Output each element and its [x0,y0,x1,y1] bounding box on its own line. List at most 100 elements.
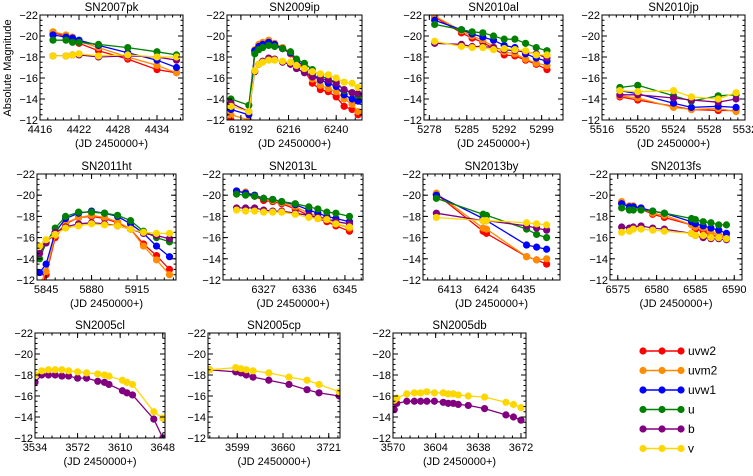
data-point-u [314,205,322,213]
data-point-v [691,231,700,240]
data-point-u [259,43,267,52]
legend-marker [639,347,647,355]
data-point-b [480,405,489,413]
data-point-v [251,67,259,75]
data-point-u [94,40,103,49]
y-tick-label: −14 [403,94,422,106]
x-tick-label: 5528 [697,124,721,136]
x-tick-label: 3721 [317,442,341,454]
data-point-u [618,204,626,212]
data-point-uvm2 [153,61,161,69]
data-point-u [699,218,707,226]
data-point-u [300,59,309,67]
data-point-v [502,398,510,406]
legend: uvw2 uvm2 uvw1 ubv [639,344,718,456]
data-point-v [423,388,431,396]
data-point-u [500,35,508,43]
x-axis-label: (JD 2450000+) [63,456,136,468]
x-tick-label: 5880 [79,284,103,296]
data-point-v [82,369,91,377]
data-point-uvw2 [340,102,348,110]
y-tick-label: −16 [16,233,35,245]
data-point-v [61,224,70,232]
data-point-u [286,48,295,56]
data-point-u [533,230,541,239]
legend-item-uvw2: uvw2 [639,344,716,358]
data-point-v [464,392,472,400]
legend-marker [658,425,666,433]
data-point-u [260,194,268,202]
data-point-uvm2 [152,256,161,264]
plot-frame [392,332,527,439]
y-tick-label: −20 [372,349,391,361]
legend-item-b: b [639,422,695,436]
panel-sn2013by: SN2013by −22 −20 −18 −16 −14 −12 6413 6424 6435 (J… [402,161,561,310]
data-point-uvw1 [49,31,57,39]
x-tick-label: 3599 [225,442,249,454]
data-point-u [634,81,642,89]
data-point-v [431,37,439,45]
y-tick-label: −22 [402,169,421,181]
data-point-v [259,58,267,66]
data-point-u [271,42,279,51]
y-tick-label: −18 [19,52,38,64]
data-point-uvm2 [543,255,551,263]
data-point-v [479,43,487,52]
legend-item-v: v [639,442,694,456]
legend-marker [639,386,647,394]
y-tick-label: −14 [14,412,33,424]
y-tick-label: −16 [402,233,421,245]
data-point-b [265,376,273,384]
data-point-b [354,90,362,98]
y-tick-label: −12 [202,275,221,287]
data-point-uvm2 [522,253,531,261]
x-axis-label: (JD 2450000+) [457,138,530,150]
data-point-u [649,207,657,215]
data-point-uvw1 [715,226,723,234]
data-point-uvm2 [521,55,530,63]
x-tick-label: 6345 [333,284,357,296]
data-point-v [354,83,362,92]
data-point-uvm2 [227,111,235,119]
data-point-b [128,391,137,399]
data-point-uvw1 [722,229,731,237]
data-point-v [232,206,241,214]
data-point-v [291,210,299,218]
data-point-u [431,20,439,29]
data-point-uvw1 [669,99,678,107]
data-point-b [242,371,250,379]
panel-title: SN2005cp [247,320,301,332]
x-tick-label: 6585 [683,284,707,296]
data-point-v [332,220,340,228]
y-tick-label: −20 [202,190,221,202]
legend-marker [658,444,666,453]
x-tick-label: 3570 [381,442,405,454]
x-tick-label: 5292 [492,124,516,136]
data-point-u [468,28,476,36]
data-point-b [44,371,53,379]
data-point-uvw1 [42,260,50,268]
data-point-b [51,371,59,379]
y-tick-label: −16 [14,391,33,403]
data-point-u [87,208,96,216]
data-point-v [152,229,161,237]
data-point-b [308,73,316,81]
panel-title: SN2009ip [269,2,320,14]
data-point-v [153,53,161,61]
legend-item-uvm2: uvm2 [639,364,718,378]
legend-label: uvw1 [688,383,716,397]
data-point-u [278,45,287,53]
data-point-v [315,380,323,389]
panel-sn2005cp: SN2005cp −22 −20 −18 −16 −14 −12 3599 3660 3721 (J… [187,320,341,468]
data-point-b [58,372,66,380]
y-tick-label: −18 [202,211,221,223]
y-tick-label: −14 [581,94,600,106]
legend-label: b [688,422,695,436]
y-tick-label: −12 [14,433,33,445]
data-point-u [278,197,286,206]
x-tick-label: 3604 [423,442,447,454]
